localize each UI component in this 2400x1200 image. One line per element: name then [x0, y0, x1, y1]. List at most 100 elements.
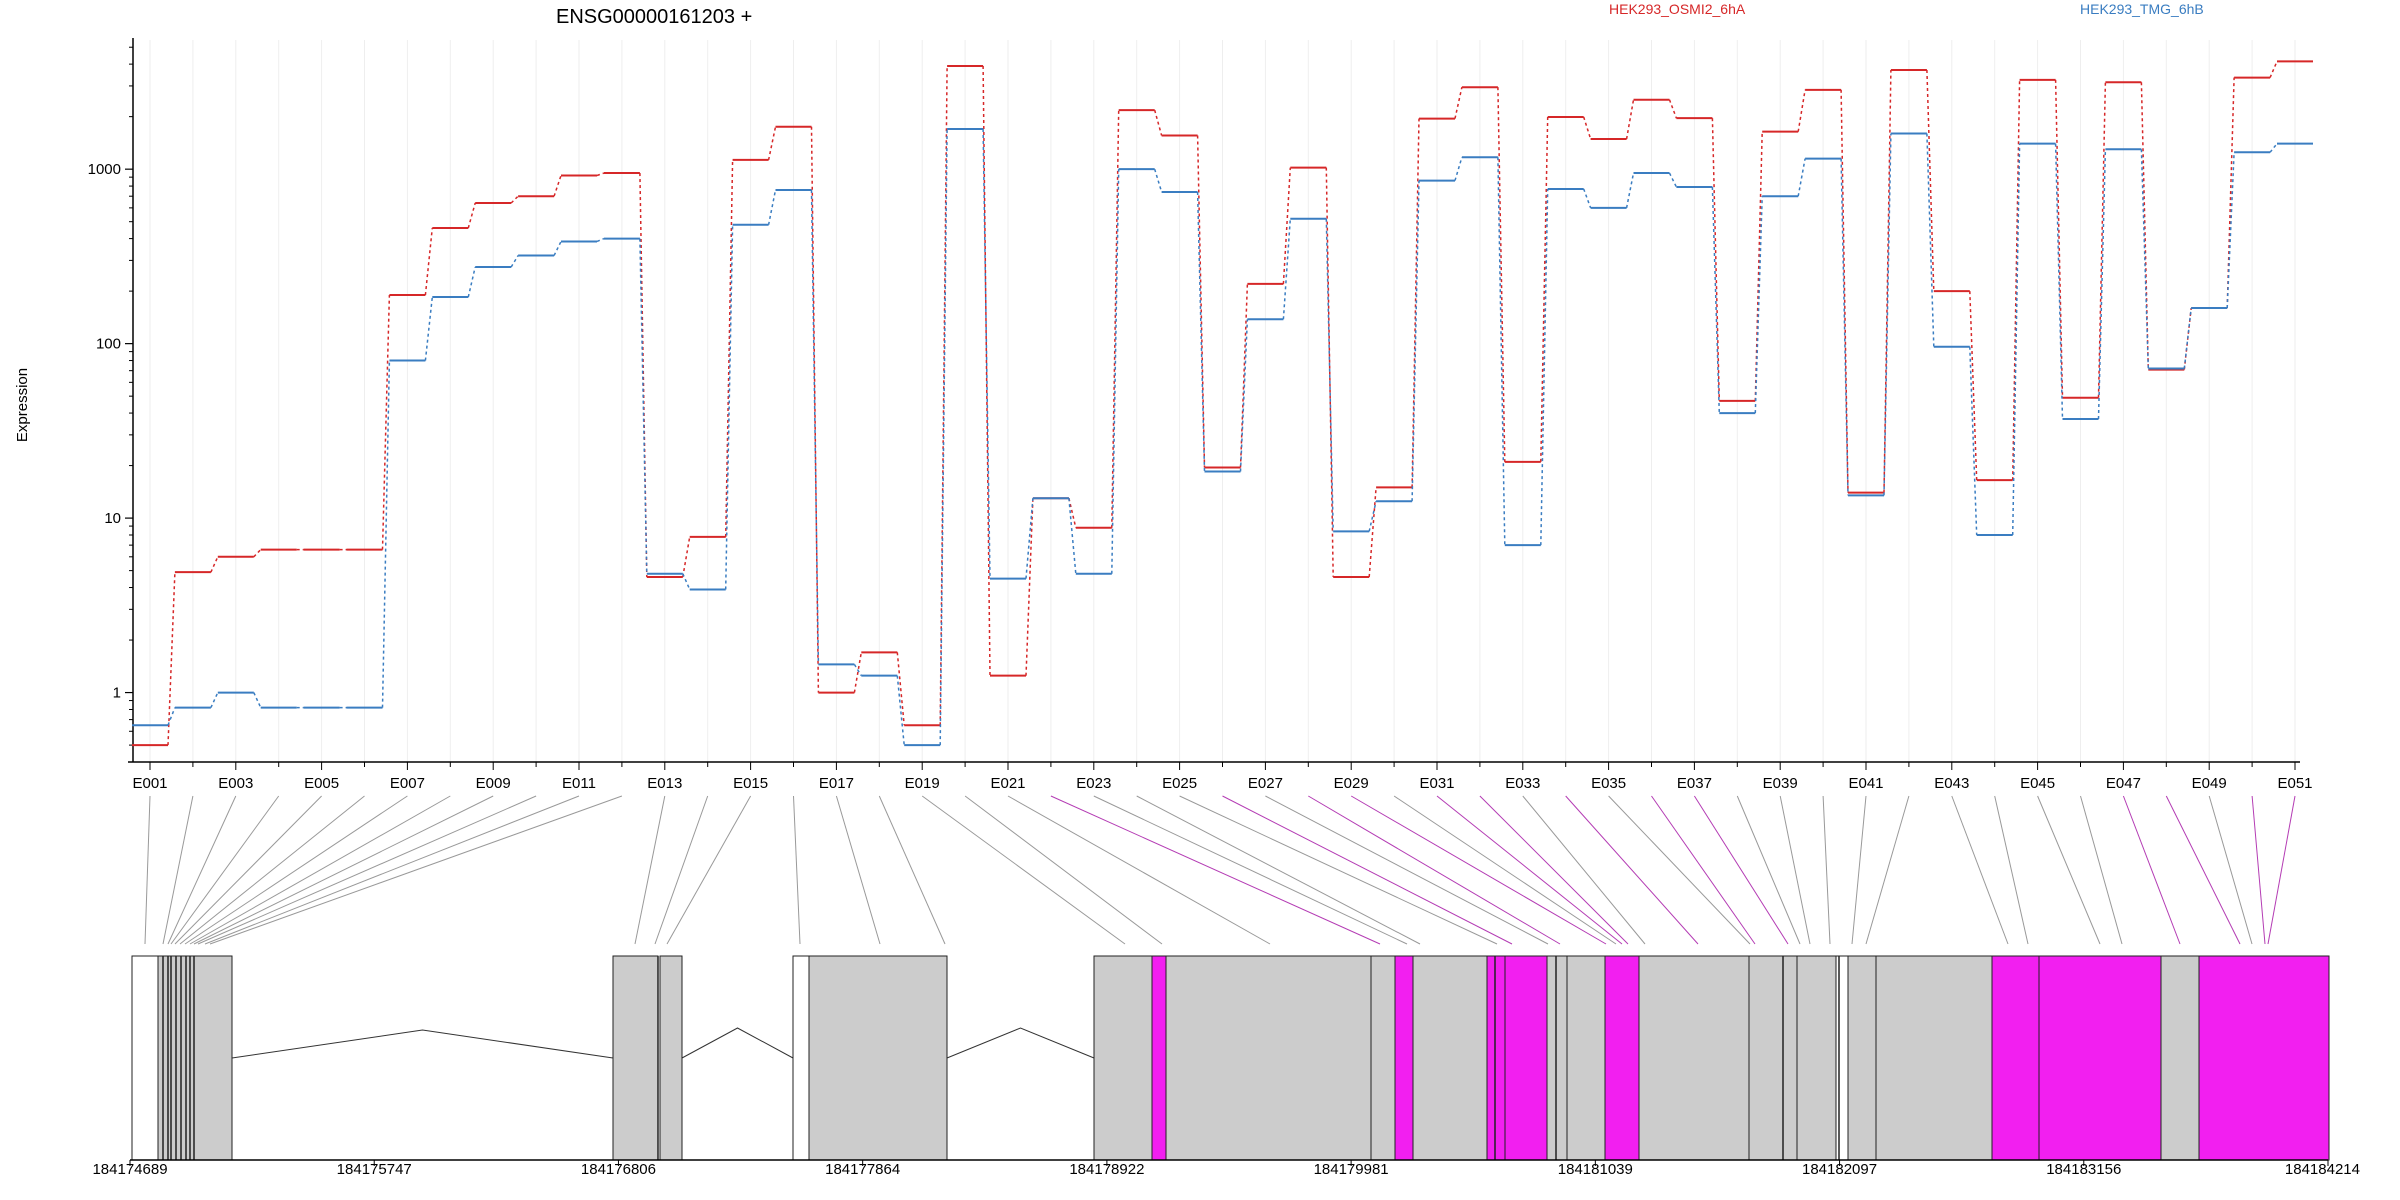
x-tick-label: E033	[1505, 775, 1540, 792]
series-link	[167, 572, 176, 746]
series-link	[982, 128, 991, 579]
y-tick-label: 100	[96, 336, 121, 353]
exon-connector	[835, 795, 881, 945]
exon-connector	[2037, 795, 2101, 945]
series-link	[2183, 307, 2192, 369]
exon-block	[612, 955, 659, 1161]
exon-block	[808, 955, 948, 1161]
series-link	[253, 549, 262, 558]
x-tick-label: E009	[476, 775, 511, 792]
x-tick-label: E029	[1334, 775, 1369, 792]
exon-block	[1991, 955, 2040, 1161]
exon-connector	[1479, 795, 1629, 945]
exon-connector	[2251, 795, 2266, 945]
exon-connector	[1865, 795, 1910, 945]
exon-block	[1566, 955, 1606, 1161]
series-link	[2054, 79, 2064, 398]
series-link	[1196, 191, 1206, 472]
exon-block	[2160, 955, 2200, 1161]
exon-block	[1875, 955, 1993, 1161]
y-axis: 1 10 100 1000	[88, 38, 134, 763]
series-link	[1368, 487, 1377, 578]
series-link	[467, 266, 476, 298]
exon-connector	[1736, 795, 1801, 945]
series-link	[210, 692, 219, 708]
series-link	[1111, 110, 1120, 528]
legend-entry-osmi2: HEK293_OSMI2_6hA	[1609, 1, 1746, 17]
series-link	[424, 296, 434, 361]
exon-block	[1638, 955, 1750, 1161]
series-link	[1754, 131, 1763, 401]
series-link	[1754, 196, 1763, 414]
series-link	[2097, 149, 2107, 419]
exon-connector	[204, 795, 580, 945]
series-link	[1454, 87, 1463, 119]
exon-connector	[1851, 795, 1867, 945]
exon-connector	[174, 795, 322, 945]
series-link	[1025, 498, 1034, 676]
series-link	[167, 707, 176, 726]
intron-line	[231, 1029, 614, 1059]
series-link	[1111, 169, 1120, 574]
exon-connector	[921, 795, 1126, 945]
y-tick-label: 1000	[88, 161, 121, 178]
x-tick-label: E027	[1248, 775, 1283, 792]
x-tick-label: E019	[905, 775, 940, 792]
chart-title: ENSG00000161203 +	[556, 6, 752, 28]
exon-connector	[1179, 795, 1498, 945]
exon-connector	[2122, 795, 2181, 945]
gridlines	[149, 40, 2296, 762]
x-tick-label: E015	[733, 775, 768, 792]
series-link	[424, 227, 434, 296]
series-link	[1282, 218, 1292, 320]
exon-connector	[184, 795, 408, 945]
exon-block	[1748, 955, 1798, 1161]
exon-connector	[1308, 795, 1561, 945]
series-link	[2054, 143, 2064, 419]
y-tick-label: 10	[104, 510, 121, 527]
exon-block	[1486, 955, 1506, 1161]
series-link	[2269, 143, 2278, 153]
exon-connector	[167, 795, 237, 945]
series-link	[2140, 149, 2150, 369]
x-tick-label: E035	[1591, 775, 1626, 792]
series-link	[724, 224, 734, 590]
series-link	[1668, 172, 1678, 188]
exon-connector	[209, 795, 623, 945]
intron-line	[946, 1027, 1095, 1059]
exon-connector	[170, 795, 280, 945]
series-link	[1883, 133, 1892, 496]
exon-connector	[1994, 795, 2029, 945]
series-link	[1969, 346, 1978, 536]
series-link	[553, 175, 562, 197]
series-link	[596, 172, 605, 177]
x-tick-label: E039	[1763, 775, 1798, 792]
series-link	[1497, 157, 1506, 546]
genome-tick-label: 184176806	[581, 1161, 656, 1178]
x-tick-label: E003	[218, 775, 253, 792]
series-link	[2269, 61, 2278, 78]
exon-connector	[1951, 795, 2009, 945]
genome-tick-label: 184177864	[825, 1161, 900, 1178]
series-link	[853, 652, 863, 693]
series-link	[767, 126, 777, 161]
x-tick-label: E037	[1677, 775, 1712, 792]
series-link	[1711, 187, 1721, 414]
series-link	[596, 237, 605, 243]
exon-connector	[1093, 795, 1408, 945]
exon-connector	[666, 795, 752, 945]
exon-block	[792, 955, 810, 1161]
series-link	[1153, 168, 1163, 193]
x-tick-label: E007	[390, 775, 425, 792]
genome-tick-label: 184174689	[92, 1161, 167, 1178]
exon-connector	[193, 795, 494, 945]
genome-tick-label: 184175747	[337, 1161, 412, 1178]
exon-block	[1835, 955, 1849, 1161]
series-link	[682, 536, 691, 578]
exon-connector	[1608, 795, 1751, 945]
x-tick-label: E025	[1162, 775, 1197, 792]
series-link	[767, 189, 777, 225]
exon-connector	[1393, 795, 1617, 945]
y-tick-label: 1	[113, 685, 121, 702]
exon-connector	[1565, 795, 1699, 945]
